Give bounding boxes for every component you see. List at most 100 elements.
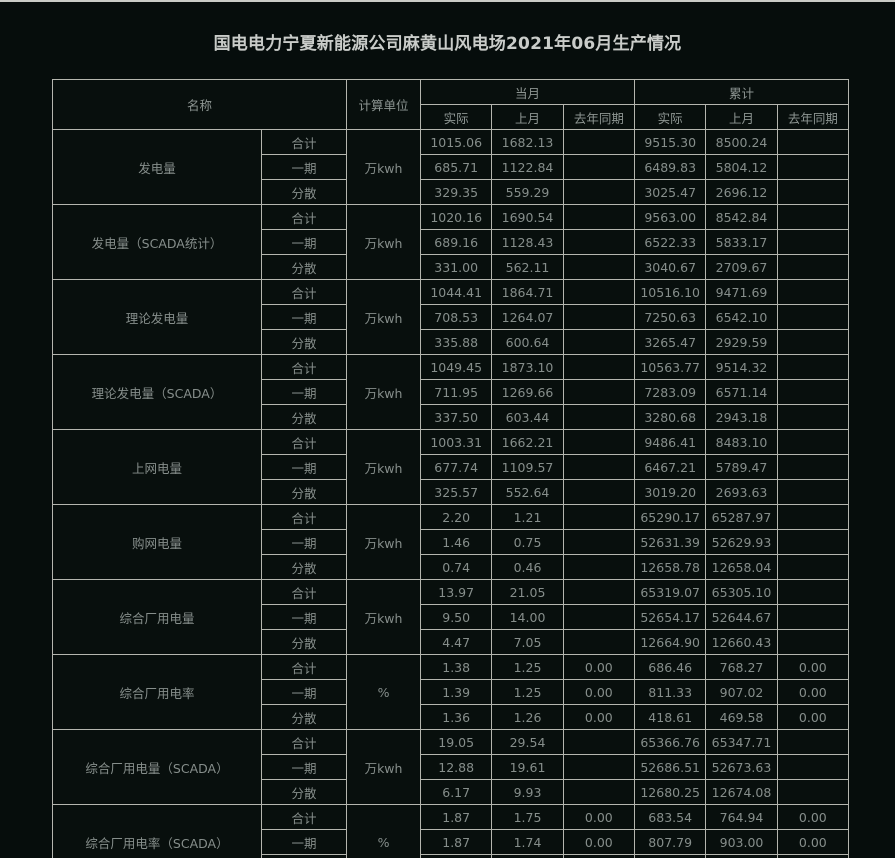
cell-month-lastyear [562, 479, 636, 505]
cell-cum-actual: 683.54 [634, 804, 707, 830]
cell-month-actual: 12.88 [420, 754, 493, 780]
row-sub-label: 分散 [260, 404, 348, 430]
cell-month-lastyear [562, 779, 636, 805]
cell-month-actual: 1.87 [420, 829, 493, 855]
cell-month-lastyear: 0.00 [562, 654, 636, 680]
row-sub-label: 合计 [260, 279, 348, 305]
cell-month-last: 600.64 [491, 329, 564, 355]
cell-month-last: 559.29 [491, 179, 564, 205]
table-row: 分散 337.50 603.44 3280.68 2943.18 [53, 404, 850, 430]
cell-month-last: 0.46 [491, 554, 564, 580]
cell-cum-last: 5789.47 [705, 454, 778, 480]
column-header-month-actual: 实际 [420, 104, 493, 130]
row-sub-label: 一期 [260, 229, 348, 255]
cell-cum-actual: 9515.30 [634, 129, 707, 155]
cell-month-lastyear [562, 579, 636, 605]
cell-month-actual: 325.57 [420, 479, 493, 505]
row-sub-label: 分散 [260, 704, 348, 730]
row-sub-label: 一期 [260, 829, 348, 855]
column-header-month-lastyear: 去年同期 [562, 104, 636, 130]
cell-cum-actual: 6489.83 [634, 154, 707, 180]
table-row: 综合厂用电率（SCADA） 合计% 1.87 1.75 0.00 683.54 764.94… [52, 804, 850, 858]
cell-month-last: 1128.43 [491, 229, 564, 255]
table-row: 综合厂用电率 合计% 1.38 1.25 0.00 686.46 768.27 0.00 [52, 654, 850, 730]
cell-month-lastyear [562, 279, 636, 305]
cell-cum-last: 2693.63 [705, 479, 778, 505]
cell-month-lastyear [562, 304, 636, 330]
cell-month-actual: 329.35 [420, 179, 493, 205]
table-row: 分散 325.57 552.64 3019.20 2693.63 [53, 479, 850, 505]
cell-month-actual: 689.16 [420, 229, 493, 255]
cell-month-lastyear [562, 529, 636, 555]
row-sub-label: 合计 [260, 579, 348, 605]
cell-cum-last: 6571.14 [705, 379, 778, 405]
cell-cum-lastyear [776, 179, 850, 205]
row-sub-label: 一期 [260, 379, 348, 405]
row-group-unit: % [346, 804, 422, 858]
table-row: 购网电量 合计 万kwh 2.20 1.21 65290.17 65287.97 [52, 504, 850, 580]
table-row: 一期 1.39 1.25 0.00 811.33 907.02 0.00 [53, 679, 850, 705]
row-group-unit: 万kwh [346, 279, 422, 355]
cell-cum-lastyear [776, 454, 850, 480]
table-container: 名称 计算单位 当月 累计 实际 上月 去年同期 实际 上月 去年同期 发电量合… [51, 79, 850, 858]
header-row-sub: 实际 上月 去年同期 实际 上月 去年同期 [53, 104, 850, 130]
cell-month-last: 1864.71 [491, 279, 564, 305]
cell-cum-lastyear [776, 129, 850, 155]
row-sub-label: 合计 [260, 129, 348, 155]
cell-cum-last: 8500.24 [705, 129, 778, 155]
cell-month-last: 1269.66 [491, 379, 564, 405]
cell-cum-last: 907.02 [705, 679, 778, 705]
cell-month-lastyear [562, 379, 636, 405]
cell-month-lastyear: 0.00 [562, 829, 636, 855]
cell-month-last: 562.11 [491, 254, 564, 280]
cell-month-lastyear [562, 629, 636, 655]
row-group-unit: 万kwh [346, 129, 422, 205]
cell-cum-actual: 10563.77 [634, 354, 707, 380]
row-group-name: 购网电量 [52, 504, 262, 580]
cell-month-actual: 1.87 [420, 804, 493, 830]
cell-cum-actual: 52654.17 [634, 604, 707, 630]
cell-month-last: 1122.84 [491, 154, 564, 180]
table-row: 一期 677.74 1109.57 6467.21 5789.47 [53, 454, 850, 480]
cell-month-lastyear: 0.00 [562, 854, 636, 858]
cell-cum-last: 52644.67 [705, 604, 778, 630]
cell-month-last: 1662.21 [491, 429, 564, 455]
cell-cum-actual: 686.46 [634, 654, 707, 680]
cell-cum-actual: 418.61 [634, 704, 707, 730]
cell-cum-lastyear: 0.00 [776, 704, 850, 730]
cell-cum-last: 764.94 [705, 804, 778, 830]
cell-cum-last: 65347.71 [705, 729, 778, 755]
cell-month-lastyear [562, 554, 636, 580]
cell-cum-last: 8483.10 [705, 429, 778, 455]
cell-cum-last: 5804.12 [705, 154, 778, 180]
cell-cum-lastyear [776, 354, 850, 380]
cell-month-last: 552.64 [491, 479, 564, 505]
cell-cum-lastyear [776, 329, 850, 355]
row-sub-label: 分散 [260, 254, 348, 280]
cell-month-last: 1.75 [491, 804, 564, 830]
cell-month-lastyear [562, 129, 636, 155]
cell-cum-lastyear: 0.00 [776, 654, 850, 680]
cell-month-actual: 2.20 [420, 504, 493, 530]
cell-cum-last: 469.58 [705, 704, 778, 730]
cell-month-actual: 711.95 [420, 379, 493, 405]
cell-month-last: 29.54 [491, 729, 564, 755]
cell-month-actual: 677.74 [420, 454, 493, 480]
cell-month-lastyear [562, 504, 636, 530]
cell-month-actual: 335.88 [420, 329, 493, 355]
cell-month-actual: 19.05 [420, 729, 493, 755]
cell-cum-actual: 52686.51 [634, 754, 707, 780]
cell-cum-actual: 7250.63 [634, 304, 707, 330]
cell-cum-last: 2929.59 [705, 329, 778, 355]
cell-cum-actual: 6467.21 [634, 454, 707, 480]
cell-month-lastyear [562, 729, 636, 755]
row-group-name: 综合厂用电率（SCADA） [52, 804, 262, 858]
cell-month-actual: 1015.06 [420, 129, 493, 155]
row-sub-label: 合计 [260, 804, 348, 830]
column-header-cum-last: 上月 [705, 104, 778, 130]
cell-cum-last: 2709.67 [705, 254, 778, 280]
cell-month-actual: 13.97 [420, 579, 493, 605]
row-sub-label: 分散 [260, 779, 348, 805]
table-row: 一期 1.46 0.75 52631.39 52629.93 [53, 529, 850, 555]
row-group-name: 综合厂用电量 [52, 579, 262, 655]
